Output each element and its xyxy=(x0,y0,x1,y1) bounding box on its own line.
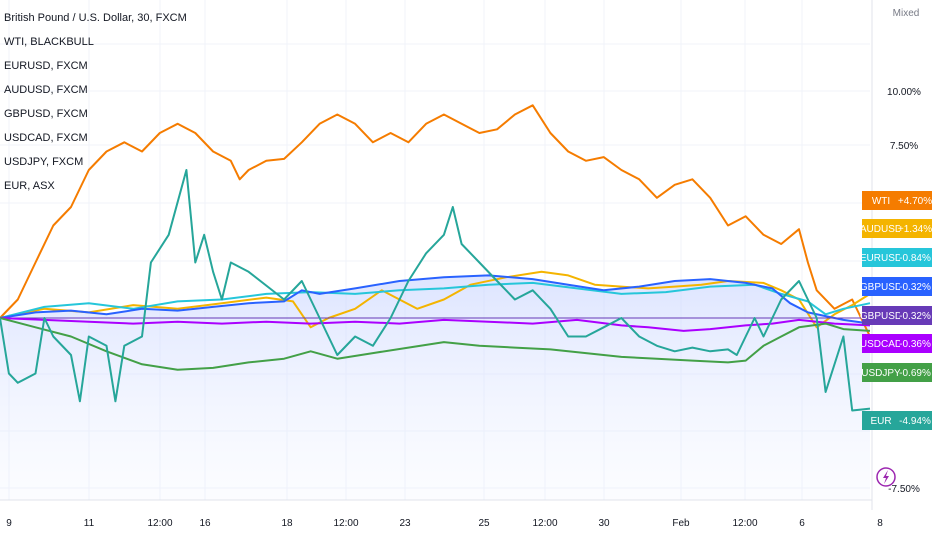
series-line-wti xyxy=(0,104,871,337)
series-tag-wti xyxy=(862,191,900,210)
series-tag-value-bg xyxy=(900,248,932,267)
series-tag-value-bg xyxy=(900,277,932,296)
series-tag-name: USDCAD xyxy=(860,339,902,350)
series-tag-value-bg xyxy=(900,411,932,430)
series-tag-usdcad xyxy=(862,334,900,353)
series-line-gbpusd xyxy=(0,274,871,325)
x-tick-label: 12:00 xyxy=(732,518,757,529)
y-tick-label: -7.50% xyxy=(888,484,920,495)
x-tick-label: 6 xyxy=(799,518,805,529)
series-tag-gbpusd xyxy=(862,306,900,325)
y-tick-label: 7.50% xyxy=(890,141,918,152)
series-tag-name: GBPUSD xyxy=(860,311,902,322)
series-line-usdjpy xyxy=(0,317,871,371)
series-tag-value-bg xyxy=(900,306,932,325)
scale-mode-label: Mixed xyxy=(893,8,920,19)
x-tick-label: 12:00 xyxy=(532,518,557,529)
series-line-usdcad xyxy=(0,317,871,332)
x-tick-label: Feb xyxy=(672,518,690,529)
legend-gbpusd[interactable]: GBPUSD, FXCM xyxy=(4,108,88,120)
series-tag-audusd xyxy=(862,219,900,238)
gbpusd-area xyxy=(0,275,870,500)
series-tag-name: GBPUSD xyxy=(860,282,902,293)
x-tick-label: 18 xyxy=(281,518,293,529)
series-tag-value-bg xyxy=(900,191,932,210)
series-tag-name: EURUSD xyxy=(860,253,902,264)
x-tick-label: 16 xyxy=(199,518,211,529)
legend-eur[interactable]: EUR, ASX xyxy=(4,180,55,192)
x-tick-label: 9 xyxy=(6,518,12,529)
series-tag-value: -0.36% xyxy=(899,339,931,350)
y-tick-label: 10.00% xyxy=(887,87,921,98)
legend-main-symbol[interactable]: British Pound / U.S. Dollar, 30, FXCM xyxy=(4,12,187,24)
x-tick-label: 11 xyxy=(84,518,95,529)
x-tick-label: 30 xyxy=(598,518,610,529)
series-tag-gbpusd xyxy=(862,277,900,296)
price-axis xyxy=(872,0,932,550)
series-tag-value: +1.34% xyxy=(898,224,932,235)
series-tag-value-bg xyxy=(900,363,932,382)
series-tag-value: -4.94% xyxy=(899,416,931,427)
series-tag-value: -0.69% xyxy=(899,368,931,379)
legend-usdjpy[interactable]: USDJPY, FXCM xyxy=(4,156,84,168)
x-tick-label: 23 xyxy=(399,518,411,529)
series-tag-value: -0.84% xyxy=(899,253,931,264)
series-tag-usdjpy xyxy=(862,363,900,382)
legend-usdcad[interactable]: USDCAD, FXCM xyxy=(4,132,88,144)
x-tick-label: 25 xyxy=(478,518,490,529)
series-tag-value-bg xyxy=(900,334,932,353)
x-tick-label: 12:00 xyxy=(333,518,358,529)
series-tag-value: +4.70% xyxy=(898,196,932,207)
series-tag-value: -0.32% xyxy=(899,311,931,322)
legend-wti[interactable]: WTI, BLACKBULL xyxy=(4,36,94,48)
x-tick-label: 8 xyxy=(877,518,883,529)
series-line-eur xyxy=(0,169,871,412)
series-tag-eurusd xyxy=(862,248,900,267)
series-tag-name: USDJPY xyxy=(861,368,901,379)
series-tag-eur xyxy=(862,411,900,430)
lightning-icon[interactable] xyxy=(876,467,896,487)
series-tag-name: WTI xyxy=(872,196,890,207)
legend: British Pound / U.S. Dollar, 30, FXCM WT… xyxy=(4,6,187,198)
series-tag-value: -0.32% xyxy=(899,282,931,293)
series-tag-name: EUR xyxy=(870,416,891,427)
legend-audusd[interactable]: AUDUSD, FXCM xyxy=(4,84,88,96)
series-tag-value-bg xyxy=(900,219,932,238)
legend-eurusd[interactable]: EURUSD, FXCM xyxy=(4,60,88,72)
x-tick-label: 12:00 xyxy=(147,518,172,529)
series-tag-name: AUDUSD xyxy=(860,224,902,235)
series-line-eurusd xyxy=(0,281,871,319)
